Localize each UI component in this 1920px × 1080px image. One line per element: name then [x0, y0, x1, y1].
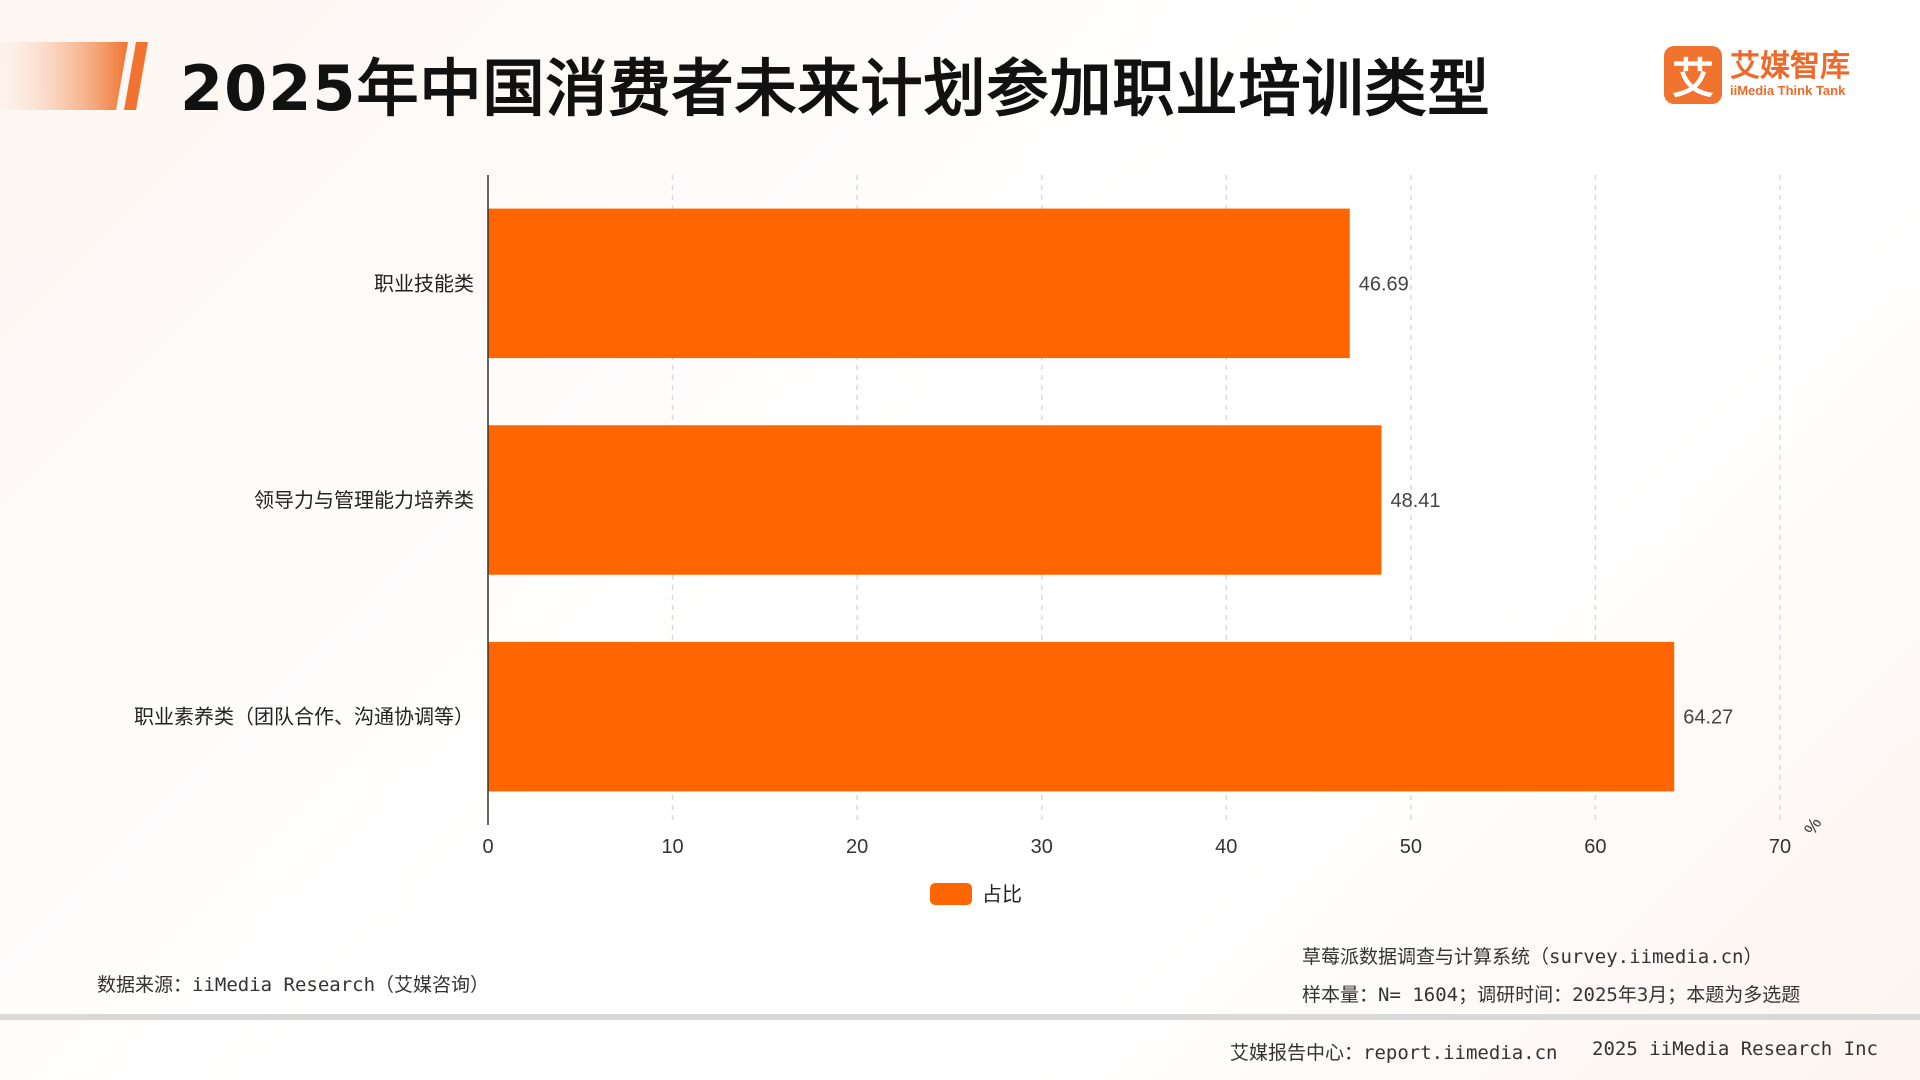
logo-subtitle: iiMedia Think Tank: [1730, 83, 1846, 98]
legend-swatch: [930, 883, 972, 905]
sample-info: 样本量：N= 1604；调研时间：2025年3月；本题为多选题: [1302, 984, 1801, 1006]
bar: [488, 425, 1382, 575]
page-title: 2025年中国消费者未来计划参加职业培训类型: [180, 52, 1491, 125]
x-tick-label: 50: [1400, 836, 1422, 858]
category-label: 领导力与管理能力培养类: [254, 488, 474, 512]
x-tick-label: 0: [482, 836, 493, 858]
data-label: 48.41: [1391, 490, 1441, 512]
category-label: 职业素养类（团队合作、沟通协调等）: [134, 705, 474, 729]
data-label: 64.27: [1683, 707, 1733, 729]
bar: [488, 208, 1350, 359]
x-tick-label: 70: [1769, 836, 1791, 858]
x-tick-label: 10: [661, 836, 683, 858]
bar-chart: 46.69 职业技能类 48.41 领导力与管理能力培养类 64.27 职业素养类（团队合…: [134, 175, 1825, 906]
data-source: 数据来源：iiMedia Research（艾媒咨询）: [97, 974, 490, 996]
logo-mark-icon: 艾: [1664, 46, 1722, 104]
brand-logo: 艾 艾媒智库 iiMedia Think Tank: [1664, 46, 1850, 104]
legend-label: 占比: [982, 882, 1022, 906]
bar: [488, 641, 1675, 792]
report-center: 艾媒报告中心：report.iimedia.cn: [1230, 1042, 1558, 1064]
x-tick-label: 30: [1031, 836, 1053, 858]
survey-system: 草莓派数据调查与计算系统（survey.iimedia.cn）: [1302, 946, 1763, 968]
x-unit-label: %: [1800, 814, 1825, 838]
category-label: 职业技能类: [374, 271, 474, 295]
footer-divider: [0, 1014, 1920, 1020]
x-tick-label: 20: [846, 836, 868, 858]
copyright: 2025 iiMedia Research Inc: [1592, 1038, 1878, 1060]
logo-name: 艾媒智库: [1730, 49, 1850, 84]
header-decoration: [0, 42, 148, 110]
x-tick-label: 40: [1215, 836, 1237, 858]
data-label: 46.69: [1359, 273, 1409, 295]
x-tick-label: 60: [1584, 836, 1606, 858]
